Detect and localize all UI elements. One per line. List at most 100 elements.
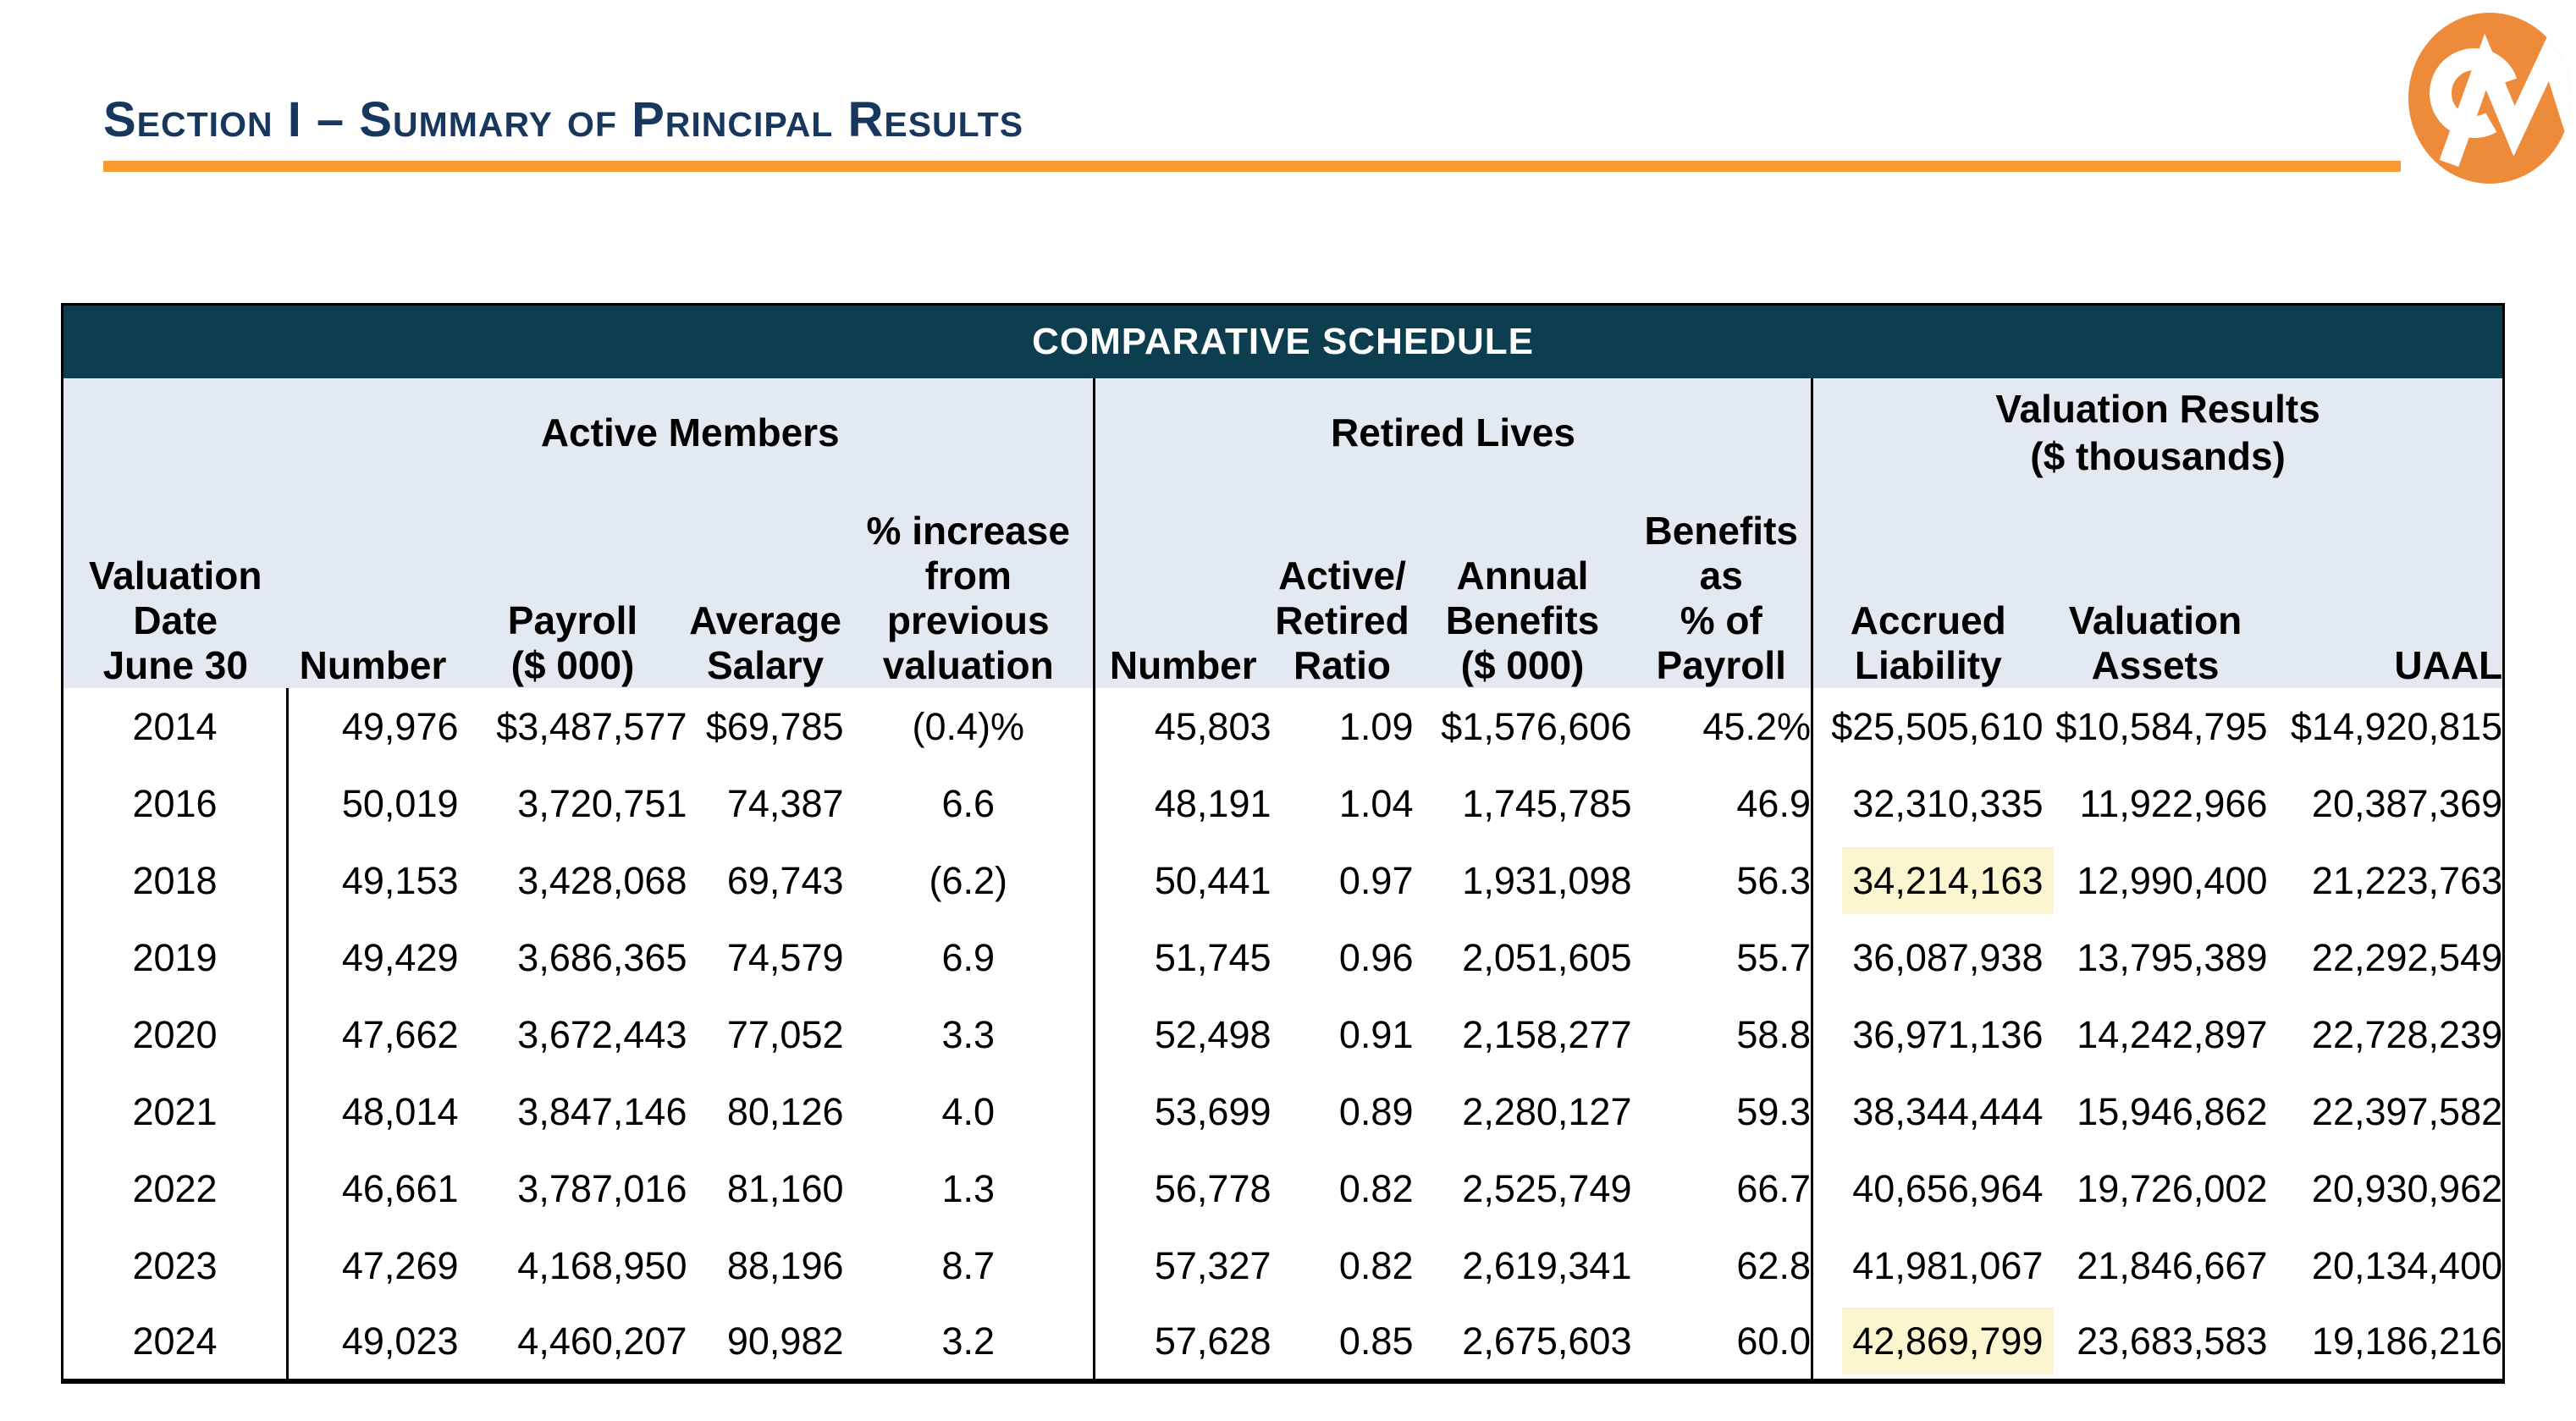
value-cell: 1.04 [1271, 765, 1414, 842]
column-header-retired-number: Number [1093, 487, 1271, 688]
value-cell: 1,745,785 [1413, 765, 1632, 842]
cell-value: 49,153 [341, 858, 459, 902]
value-cell: 51,745 [1093, 919, 1271, 996]
cell-value: 49,976 [341, 704, 459, 748]
value-cell: 1,931,098 [1413, 842, 1632, 919]
cell-value: 13,795,389 [2077, 935, 2268, 979]
value-cell: 2,619,341 [1413, 1227, 1632, 1304]
value-cell: 13,795,389 [2043, 919, 2268, 996]
year-cell: 2016 [62, 765, 288, 842]
value-cell: 3,672,443 [458, 996, 687, 1073]
table-row: 2014 49,976 $3,487,577 $69,785 (0.4)% 45,803 1… [62, 688, 2504, 765]
cell-value: 48,191 [1154, 781, 1271, 825]
cell-value: 1.3 [941, 1166, 996, 1210]
cell-value: 0.96 [1338, 935, 1414, 979]
cell-value: 22,292,549 [2311, 935, 2503, 979]
value-cell: 62.8 [1631, 1227, 1812, 1304]
logo-letter-m [2439, 25, 2571, 180]
value-cell: $69,785 [687, 688, 844, 765]
value-cell: 47,662 [286, 996, 459, 1073]
value-cell: 0.82 [1271, 1150, 1414, 1227]
value-cell: 50,441 [1093, 842, 1271, 919]
value-cell: (0.4)% [843, 688, 1095, 765]
cell-value: 59.3 [1736, 1089, 1811, 1133]
column-header-accrued-liability: Accrued Liability [1811, 487, 2044, 688]
value-cell: 8.7 [843, 1227, 1095, 1304]
year-cell: 2019 [62, 919, 288, 996]
value-cell: 56.3 [1631, 842, 1812, 919]
value-cell: 0.91 [1271, 996, 1414, 1073]
cell-value: 88,196 [726, 1243, 844, 1287]
value-cell: 57,327 [1093, 1227, 1271, 1304]
cell-value: 0.82 [1338, 1166, 1414, 1210]
cell-value: 8.7 [941, 1243, 996, 1287]
company-logo-cm-icon [2408, 13, 2571, 184]
cell-value: 49,429 [341, 935, 459, 979]
value-cell: 45.2% [1631, 688, 1812, 765]
value-cell: 48,014 [286, 1073, 459, 1150]
value-cell: 0.82 [1271, 1227, 1414, 1304]
value-cell: 34,214,163 [1811, 842, 2054, 919]
table-row: 2016 50,019 3,720,751 74,387 6.6 48,191 1.04 1,… [62, 765, 2504, 842]
table-row: 2022 46,661 3,787,016 81,160 1.3 56,778 0.82 2,… [62, 1150, 2504, 1227]
cell-value: 38,344,444 [1852, 1089, 2044, 1133]
value-cell: 90,982 [687, 1304, 844, 1381]
cell-value: 22,728,239 [2311, 1012, 2503, 1056]
cell-value: 2,525,749 [1462, 1166, 1632, 1210]
value-cell: 41,981,067 [1811, 1227, 2044, 1304]
cell-value: 3,672,443 [517, 1012, 687, 1056]
cell-value: 23,683,583 [2077, 1319, 2268, 1363]
value-cell: 0.89 [1271, 1073, 1414, 1150]
value-cell: 56,778 [1093, 1150, 1271, 1227]
highlighted-value: 42,869,799 [1842, 1308, 2054, 1374]
cell-value: 22,397,582 [2311, 1089, 2503, 1133]
table-title: COMPARATIVE SCHEDULE [62, 304, 2504, 378]
highlighted-value: 34,214,163 [1842, 846, 2054, 914]
group-header-valuation-results: Valuation Results ($ thousands) [1810, 378, 2504, 487]
value-cell: 0.85 [1271, 1304, 1414, 1381]
cell-value: 50,441 [1154, 858, 1271, 902]
column-header-annual-benefits: Annual Benefits ($ 000) [1413, 487, 1632, 688]
cell-value: 56,778 [1154, 1166, 1271, 1210]
column-header-row: Number Payroll ($ 000) Average Salary % … [63, 487, 2504, 688]
cell-value: 12,990,400 [2077, 858, 2268, 902]
year-cell: 2022 [62, 1150, 288, 1227]
cell-value: $25,505,610 [1831, 704, 2044, 748]
cell-value: 3,686,365 [517, 935, 687, 979]
value-cell: 22,292,549 [2267, 919, 2504, 996]
cell-value: 36,971,136 [1852, 1012, 2044, 1056]
group-header-retired-lives: Retired Lives [1093, 378, 1812, 487]
cell-value: 58.8 [1736, 1012, 1811, 1056]
cell-value: 0.89 [1338, 1089, 1414, 1133]
cell-value: $1,576,606 [1441, 704, 1632, 748]
cell-value: 80,126 [726, 1089, 844, 1133]
column-header-pct-increase: % increase from previous valuation [843, 487, 1095, 688]
cell-value: 47,662 [341, 1012, 459, 1056]
value-cell: 88,196 [687, 1227, 844, 1304]
value-cell: 81,160 [687, 1150, 844, 1227]
cell-value: 1.04 [1338, 781, 1414, 825]
cell-value: 2,158,277 [1462, 1012, 1632, 1056]
group-header-row: Valuation Date June 30 Active Members Re… [62, 378, 2504, 688]
value-cell: 11,922,966 [2043, 765, 2268, 842]
group-header-active-members: Active Members [287, 378, 1095, 487]
cell-value: (6.2) [929, 858, 1008, 902]
value-cell: 2,051,605 [1413, 919, 1632, 996]
year-cell: 2023 [62, 1227, 288, 1304]
value-cell: 48,191 [1093, 765, 1271, 842]
cell-value: 74,387 [726, 781, 844, 825]
value-cell: 12,990,400 [2043, 842, 2268, 919]
value-cell: 0.96 [1271, 919, 1414, 996]
cell-value: 81,160 [726, 1166, 844, 1210]
cell-value: 3,847,146 [517, 1089, 687, 1133]
value-cell: 22,397,582 [2267, 1073, 2504, 1150]
cell-value: 6.9 [941, 935, 996, 979]
value-cell: 45,803 [1093, 688, 1271, 765]
value-cell: 77,052 [687, 996, 844, 1073]
value-cell: 3,686,365 [458, 919, 687, 996]
value-cell: 2,280,127 [1413, 1073, 1632, 1150]
cell-value: 0.82 [1338, 1243, 1414, 1287]
value-cell: 49,023 [286, 1304, 459, 1381]
value-cell: $10,584,795 [2043, 688, 2268, 765]
